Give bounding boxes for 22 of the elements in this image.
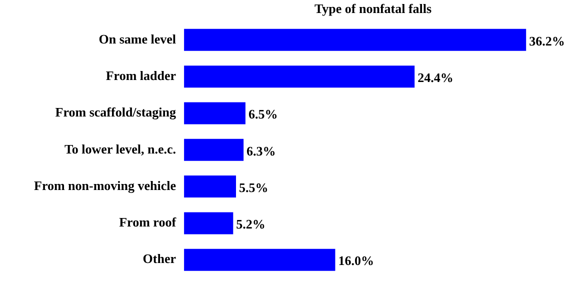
y-tick-label: From ladder xyxy=(106,68,176,83)
bar xyxy=(184,28,526,51)
data-label: 16.0% xyxy=(338,253,374,268)
bar xyxy=(184,66,415,88)
bar xyxy=(184,138,244,161)
bar xyxy=(184,176,236,198)
y-tick-label: To lower level, n.e.c. xyxy=(64,141,176,156)
y-tick-label: Other xyxy=(142,251,176,266)
bar xyxy=(184,102,246,124)
data-label: 24.4% xyxy=(418,70,454,85)
bar xyxy=(184,212,234,234)
y-tick-label: From roof xyxy=(119,214,177,230)
data-label: 5.2% xyxy=(236,216,266,232)
y-tick-label: On same level xyxy=(98,31,176,46)
y-tick-label: From scaffold/staging xyxy=(55,104,177,120)
bar xyxy=(184,248,336,271)
y-tick-label: From non-moving vehicle xyxy=(34,178,176,193)
data-label: 6.3% xyxy=(246,143,276,158)
data-label: 36.2% xyxy=(529,33,565,48)
data-label: 6.5% xyxy=(248,106,278,122)
data-label: 5.5% xyxy=(239,180,268,195)
chart-title: Type of nonfatal falls xyxy=(314,1,432,16)
